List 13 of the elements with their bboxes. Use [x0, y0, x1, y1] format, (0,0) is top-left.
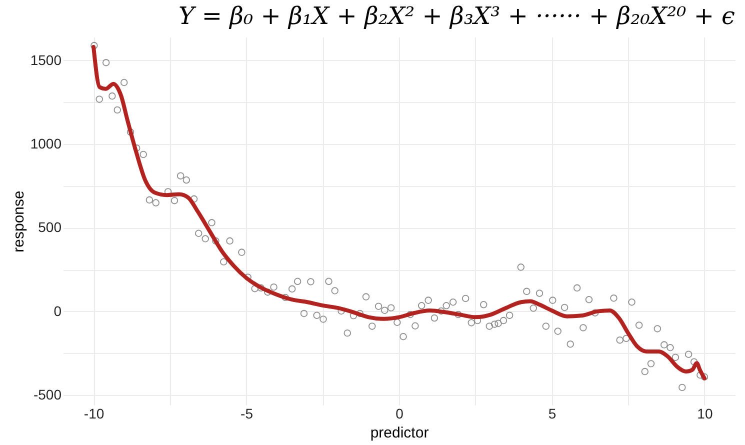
chart-title: Y = β₀ + β₁X + β₂X² + β₃X³ + ······ + β₂₀X²⁰ + ϵ: [178, 2, 735, 30]
y-tick-label: 500: [38, 219, 62, 236]
x-tick-label: -10: [84, 406, 104, 422]
y-tick-label: 1500: [30, 52, 62, 68]
y-axis-title: response: [10, 190, 28, 252]
x-tick-label: 10: [697, 406, 713, 422]
x-axis-title: predictor: [370, 424, 429, 442]
y-tick-label: 1000: [30, 136, 62, 152]
x-tick-label: -5: [240, 406, 254, 422]
x-tick-label: 0: [396, 406, 404, 422]
y-tick-label: -500: [33, 386, 62, 402]
x-tick-label: 5: [548, 406, 556, 422]
y-tick-label: 0: [54, 302, 62, 319]
